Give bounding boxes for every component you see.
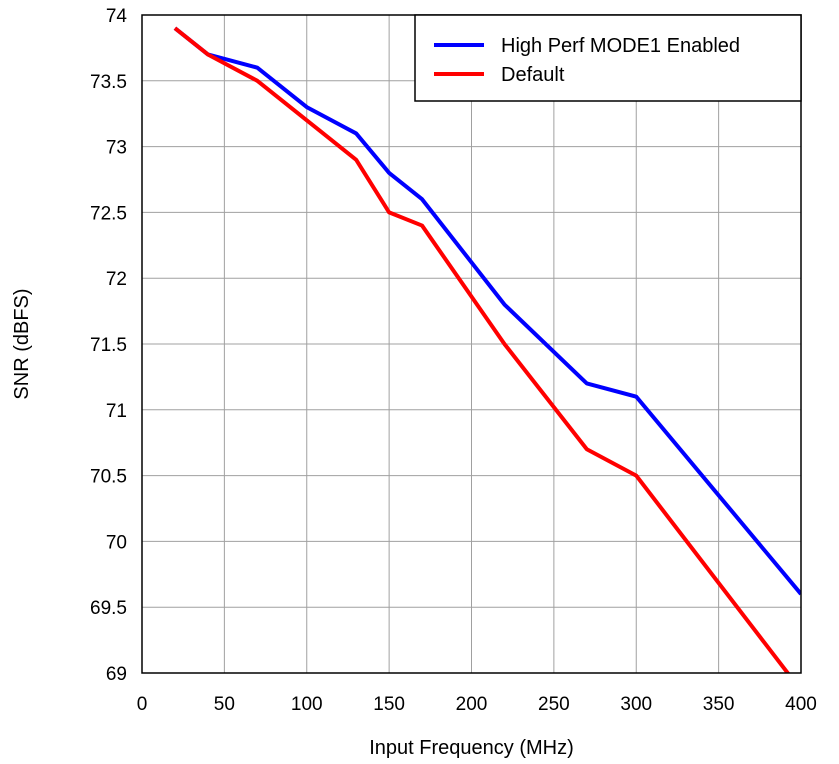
y-tick-label: 70.5	[90, 467, 127, 488]
x-tick-label: 150	[373, 694, 405, 715]
x-tick-label: 400	[785, 694, 817, 715]
x-tick-label: 200	[456, 694, 488, 715]
y-tick-label: 70	[106, 532, 127, 553]
y-tick-label: 73.5	[90, 72, 127, 93]
y-tick-label: 69.5	[90, 598, 127, 619]
series-layer	[173, 26, 801, 673]
x-tick-label: 0	[137, 694, 148, 715]
legend-label-high-perf: High Perf MODE1 Enabled	[501, 35, 740, 57]
y-tick-label: 74	[106, 6, 128, 27]
series-line-default	[173, 26, 791, 673]
y-tick-label: 72	[106, 269, 127, 290]
y-tick-label: 73	[106, 138, 127, 159]
y-tick-label: 72.5	[90, 203, 127, 224]
x-tick-label: 300	[620, 694, 652, 715]
y-axis-title: SNR (dBFS)	[11, 288, 33, 399]
x-tick-label: 100	[291, 694, 323, 715]
y-tick-label: 71	[106, 401, 127, 422]
legend-label-default: Default	[501, 64, 565, 86]
y-tick-label: 69	[106, 664, 127, 685]
y-tick-label: 71.5	[90, 335, 127, 356]
x-axis-ticks: 0 50 100 150 200 250 300 350 400	[137, 694, 817, 715]
series-line-high-perf	[173, 26, 801, 596]
x-tick-label: 250	[538, 694, 570, 715]
x-axis-title: Input Frequency (MHz)	[369, 737, 574, 759]
x-tick-label: 50	[214, 694, 235, 715]
x-tick-label: 350	[703, 694, 735, 715]
grid	[141, 14, 802, 674]
legend: High Perf MODE1 Enabled Default	[414, 14, 802, 102]
y-axis-ticks: 69 69.5 70 70.5 71 71.5 72 72.5 73 73.5 74	[90, 6, 127, 685]
legend-box	[414, 14, 802, 102]
